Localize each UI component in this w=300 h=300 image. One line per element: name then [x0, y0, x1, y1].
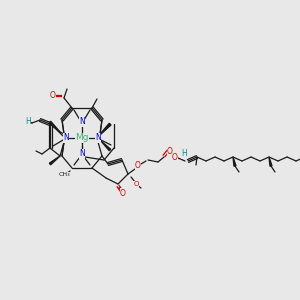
Text: O: O — [133, 181, 139, 187]
Polygon shape — [269, 157, 272, 166]
Text: O: O — [120, 188, 126, 197]
Text: N: N — [63, 134, 69, 142]
Polygon shape — [50, 156, 60, 165]
Text: CH₃: CH₃ — [58, 172, 70, 178]
Text: H: H — [25, 116, 31, 125]
Polygon shape — [101, 123, 111, 133]
Text: N: N — [79, 149, 85, 158]
Polygon shape — [233, 157, 236, 166]
Text: H: H — [181, 149, 187, 158]
Text: N: N — [79, 118, 85, 127]
Polygon shape — [101, 141, 111, 151]
Polygon shape — [49, 121, 60, 132]
Text: N: N — [95, 134, 101, 142]
Text: Mg: Mg — [75, 134, 89, 142]
Text: Mg: Mg — [75, 134, 89, 142]
Text: O: O — [135, 161, 141, 170]
Text: O: O — [50, 91, 56, 100]
Text: O: O — [167, 148, 173, 157]
Text: O: O — [172, 154, 178, 163]
